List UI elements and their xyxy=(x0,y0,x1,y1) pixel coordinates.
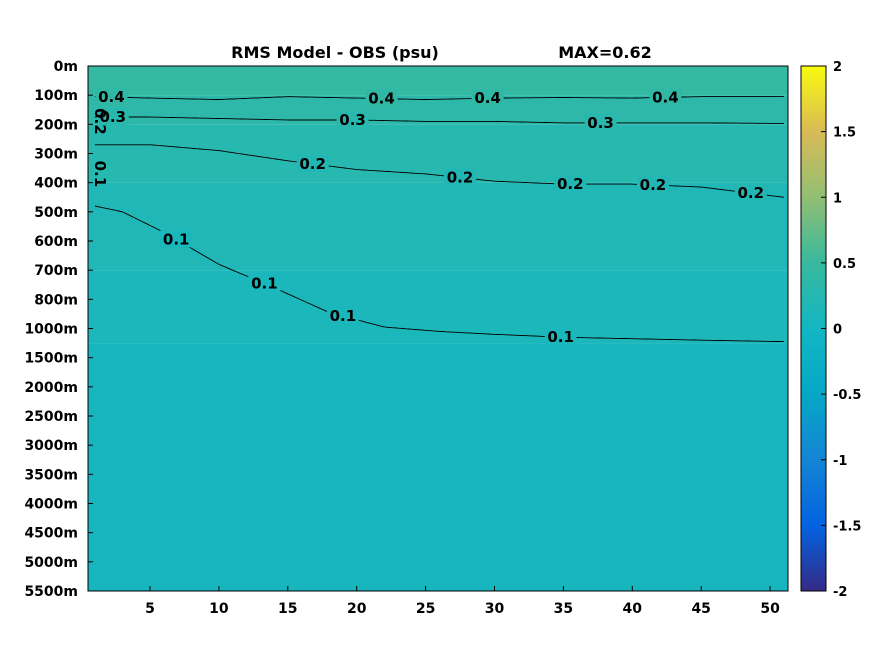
contour-label-0.2: 0.2 xyxy=(557,175,584,193)
x-tick-label: 40 xyxy=(623,601,643,617)
y-tick-label: 3000m xyxy=(24,438,78,454)
y-tick-label: 5000m xyxy=(24,555,78,571)
x-axis: 5 10 15 20 25 30 35 40 45 50 xyxy=(145,586,780,617)
contour-label-0.4: 0.4 xyxy=(652,88,679,106)
chart-title: RMS Model - OBS (psu) xyxy=(231,43,439,62)
contour-label-bg xyxy=(326,307,359,325)
colorbar-tick-label: -0.5 xyxy=(833,388,861,403)
colorbar-tick-label: -1.5 xyxy=(833,519,861,534)
field-band-0 xyxy=(88,66,788,96)
contour-label-bg xyxy=(96,108,129,126)
field-band-2 xyxy=(88,124,788,183)
contour-label-bg xyxy=(336,110,369,128)
contour-label-0.2: 0.2 xyxy=(447,169,474,187)
field-band-3 xyxy=(88,182,788,271)
y-tick-label: 800m xyxy=(34,292,78,308)
y-tick-label: 1500m xyxy=(24,351,78,367)
contour-label-0.3: 0.3 xyxy=(339,111,366,129)
x-tick-label: 30 xyxy=(485,601,505,617)
contour-label-0.1: 0.1 xyxy=(330,307,357,325)
x-tick-label: 10 xyxy=(209,601,229,617)
y-tick-label: 5500m xyxy=(24,584,78,600)
contour-line-0.3 xyxy=(94,116,784,124)
contour-label-0.4: 0.4 xyxy=(368,90,395,108)
contour-label-0.4: 0.4 xyxy=(474,89,501,107)
colorbar-tick-label: 1 xyxy=(833,191,842,206)
field-band-4 xyxy=(88,270,788,344)
x-tick-label: 45 xyxy=(691,601,710,617)
contour-label-0.1: 0.1 xyxy=(163,230,190,248)
x-tick-label: 15 xyxy=(278,601,297,617)
contour-label-bg xyxy=(95,88,128,106)
y-tick-label: 2500m xyxy=(24,409,78,425)
colorbar-tick-label: -2 xyxy=(833,585,847,600)
y-tick-label: 4500m xyxy=(24,526,78,542)
contour-label-0.2: 0.2 xyxy=(299,155,326,173)
contour-label-0.3: 0.3 xyxy=(100,108,127,126)
contour-label-0.4: 0.4 xyxy=(98,88,125,106)
y-tick-label: 400m xyxy=(34,176,78,192)
contour-label-0.2: 0.2 xyxy=(738,184,765,202)
x-tick-label: 20 xyxy=(347,601,367,617)
y-tick-label: 200m xyxy=(34,117,78,133)
colorbar-tick-label: 2 xyxy=(833,60,842,75)
y-axis: 0m 100m 200m 300m 400m 500m 600m 700m 800m 1000m 1… xyxy=(24,59,93,600)
colorbar: 2 1.5 1 0.5 0 -0.5 -1 -1.5 -2 xyxy=(800,60,861,600)
contour-label-bg xyxy=(160,230,193,248)
contour-label-bg xyxy=(296,154,329,172)
y-tick-label: 500m xyxy=(34,205,78,221)
x-tick-label: 5 xyxy=(145,601,155,617)
contour-line-0.1 xyxy=(94,205,784,343)
plot-area: 0.4 0.4 0.4 0.40.3 0.3 0.30.20.2 0.2 0.2 0.20.10… xyxy=(88,66,788,591)
contour-label-0.1: 0.1 xyxy=(91,161,109,188)
contour-label-bg xyxy=(584,113,617,131)
contour-label-0.1: 0.1 xyxy=(251,275,278,293)
x-tick-label: 50 xyxy=(760,601,780,617)
max-annotation: MAX=0.62 xyxy=(558,43,652,62)
y-tick-label: 4000m xyxy=(24,497,78,513)
colorbar-tick-label: 0 xyxy=(833,323,842,338)
colorbar-tick-label: 0.5 xyxy=(833,257,856,272)
y-tick-label: 2000m xyxy=(24,380,78,396)
contour-label-0.3: 0.3 xyxy=(587,114,614,132)
contour-label-bg xyxy=(444,168,477,186)
y-tick-label: 300m xyxy=(34,147,78,163)
contour-label-bg xyxy=(554,175,587,193)
contour-label-0.2: 0.2 xyxy=(640,176,667,194)
y-tick-label: 0m xyxy=(54,59,78,75)
field-band-5 xyxy=(88,343,788,591)
colorbar-tick-label: 1.5 xyxy=(833,126,856,141)
contour-line-0.2 xyxy=(94,144,784,198)
y-tick-label: 700m xyxy=(34,263,78,279)
contour-label-bg xyxy=(636,176,669,193)
x-tick-label: 25 xyxy=(416,601,435,617)
x-tick-label: 35 xyxy=(554,601,573,617)
y-tick-label: 3500m xyxy=(24,467,78,483)
y-tick-label: 100m xyxy=(34,88,78,104)
contour-label-bg xyxy=(365,89,398,107)
contour-label-0.2: 0.2 xyxy=(91,108,109,135)
colorbar-tick-label: -1 xyxy=(833,454,847,469)
contour-label-0.1: 0.1 xyxy=(547,328,574,346)
contour-label-bg xyxy=(734,184,767,202)
contour-label-bg xyxy=(471,89,504,107)
contour-label-bg xyxy=(544,328,577,346)
contour-label-bg xyxy=(649,88,682,106)
contour-label-bg xyxy=(248,274,281,292)
y-tick-label: 600m xyxy=(34,234,78,250)
y-tick-label: 1000m xyxy=(24,322,78,338)
